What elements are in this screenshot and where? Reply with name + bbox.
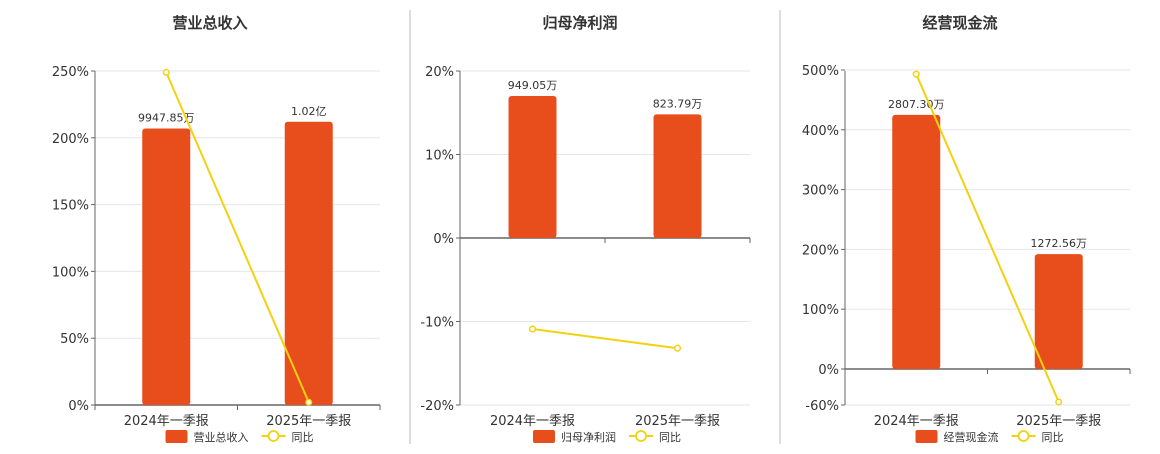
bar <box>653 114 702 238</box>
legend-bar-label: 经营现金流 <box>944 430 999 444</box>
line-point <box>162 68 170 76</box>
legend-line-label: 同比 <box>659 431 681 444</box>
x-tick-label: 2025年一季报 <box>635 414 720 429</box>
chart-title: 营业总收入 <box>172 14 247 32</box>
bar-data-label: 2807.30万 <box>888 98 945 111</box>
y-tick-label: 200% <box>802 243 839 258</box>
y-tick-label: 500% <box>802 64 839 79</box>
legend-bar-label: 归母净利润 <box>561 430 616 444</box>
y-tick-label: 0% <box>818 363 839 378</box>
y-tick-label: 150% <box>52 199 89 214</box>
y-tick-label: 250% <box>52 65 89 80</box>
y-tick-label: 50% <box>60 332 89 347</box>
x-tick-label: 2025年一季报 <box>1016 414 1101 429</box>
legend-line-marker <box>1017 430 1030 442</box>
bar <box>284 121 333 405</box>
y-tick-label: 0% <box>68 399 89 414</box>
bar <box>1034 254 1083 369</box>
y-tick-label: 0% <box>433 232 454 247</box>
line-series <box>532 328 678 350</box>
y-tick-label: 100% <box>52 265 89 280</box>
y-tick-label: 20% <box>425 65 454 80</box>
line-series <box>165 71 310 403</box>
line-point <box>912 70 920 78</box>
y-tick-label: 300% <box>802 184 839 199</box>
chart-panel-1: 营业总收入 0% 50% 100% 150% 200% 250% 9947.85万 1.02亿 2… <box>52 14 381 444</box>
legend-line-label: 同比 <box>292 431 314 444</box>
y-tick-label: 200% <box>52 132 89 147</box>
y-tick-label: -20% <box>420 399 454 414</box>
chart-title: 经营现金流 <box>922 14 997 32</box>
legend-line-label: 同比 <box>1042 431 1064 444</box>
legend-line-marker <box>635 430 647 442</box>
bar <box>892 114 941 369</box>
y-tick-label: -60% <box>805 399 839 414</box>
y-tick-label: -10% <box>420 316 454 331</box>
x-tick-label: 2024年一季报 <box>490 414 575 429</box>
chart-panel-2: 归母净利润 -20% -10% 0% 10% 20% 949.05万 823.79万 2024年… <box>420 14 751 444</box>
y-tick-label: 100% <box>802 303 839 318</box>
legend-bar-swatch <box>165 430 188 443</box>
bar-data-label: 1.02亿 <box>291 105 327 118</box>
legend-line-marker <box>267 430 280 442</box>
bar-data-label: 949.05万 <box>508 79 558 92</box>
bar <box>142 128 191 405</box>
bar <box>508 96 557 238</box>
legend-bar-swatch <box>533 430 555 443</box>
y-tick-label: 400% <box>802 124 839 139</box>
line-point <box>528 325 537 333</box>
line-point <box>1055 398 1063 406</box>
chart-title: 归母净利润 <box>542 14 617 32</box>
x-tick-label: 2024年一季报 <box>874 414 959 429</box>
bar-data-label: 1272.56万 <box>1031 237 1088 250</box>
bar-data-label: 9947.85万 <box>138 111 195 124</box>
bar-data-label: 823.79万 <box>653 97 703 110</box>
line-series <box>915 73 1060 403</box>
chart-panel-3: 经营现金流 -60% 0% 100% 200% 300% 400% 500% 2807.30万 1… <box>802 14 1131 444</box>
y-tick-label: 10% <box>425 149 454 164</box>
line-point <box>673 344 682 352</box>
legend-bar-label: 营业总收入 <box>194 430 249 444</box>
x-tick-label: 2024年一季报 <box>124 414 209 429</box>
legend-bar-swatch <box>915 430 938 443</box>
line-point <box>305 398 313 406</box>
x-tick-label: 2025年一季报 <box>266 414 351 429</box>
